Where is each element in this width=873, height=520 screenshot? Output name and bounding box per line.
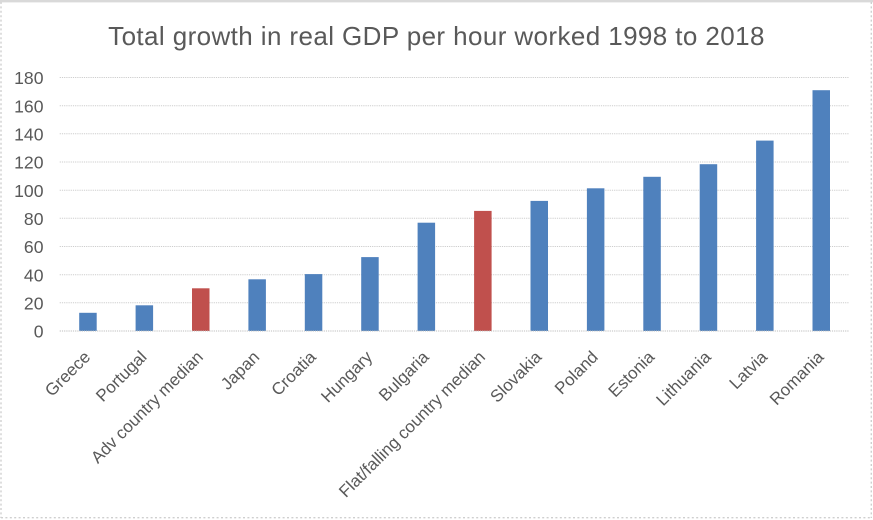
svg-text:80: 80 xyxy=(24,209,44,229)
svg-text:140: 140 xyxy=(14,124,44,144)
svg-text:180: 180 xyxy=(14,68,44,88)
svg-text:Total growth in real GDP per h: Total growth in real GDP per hour worked… xyxy=(108,21,765,51)
svg-text:100: 100 xyxy=(14,181,44,201)
svg-text:0: 0 xyxy=(34,322,44,342)
svg-text:20: 20 xyxy=(24,293,44,313)
svg-text:120: 120 xyxy=(14,153,44,173)
svg-text:160: 160 xyxy=(14,96,44,116)
svg-text:40: 40 xyxy=(24,265,44,285)
svg-text:60: 60 xyxy=(24,237,44,257)
